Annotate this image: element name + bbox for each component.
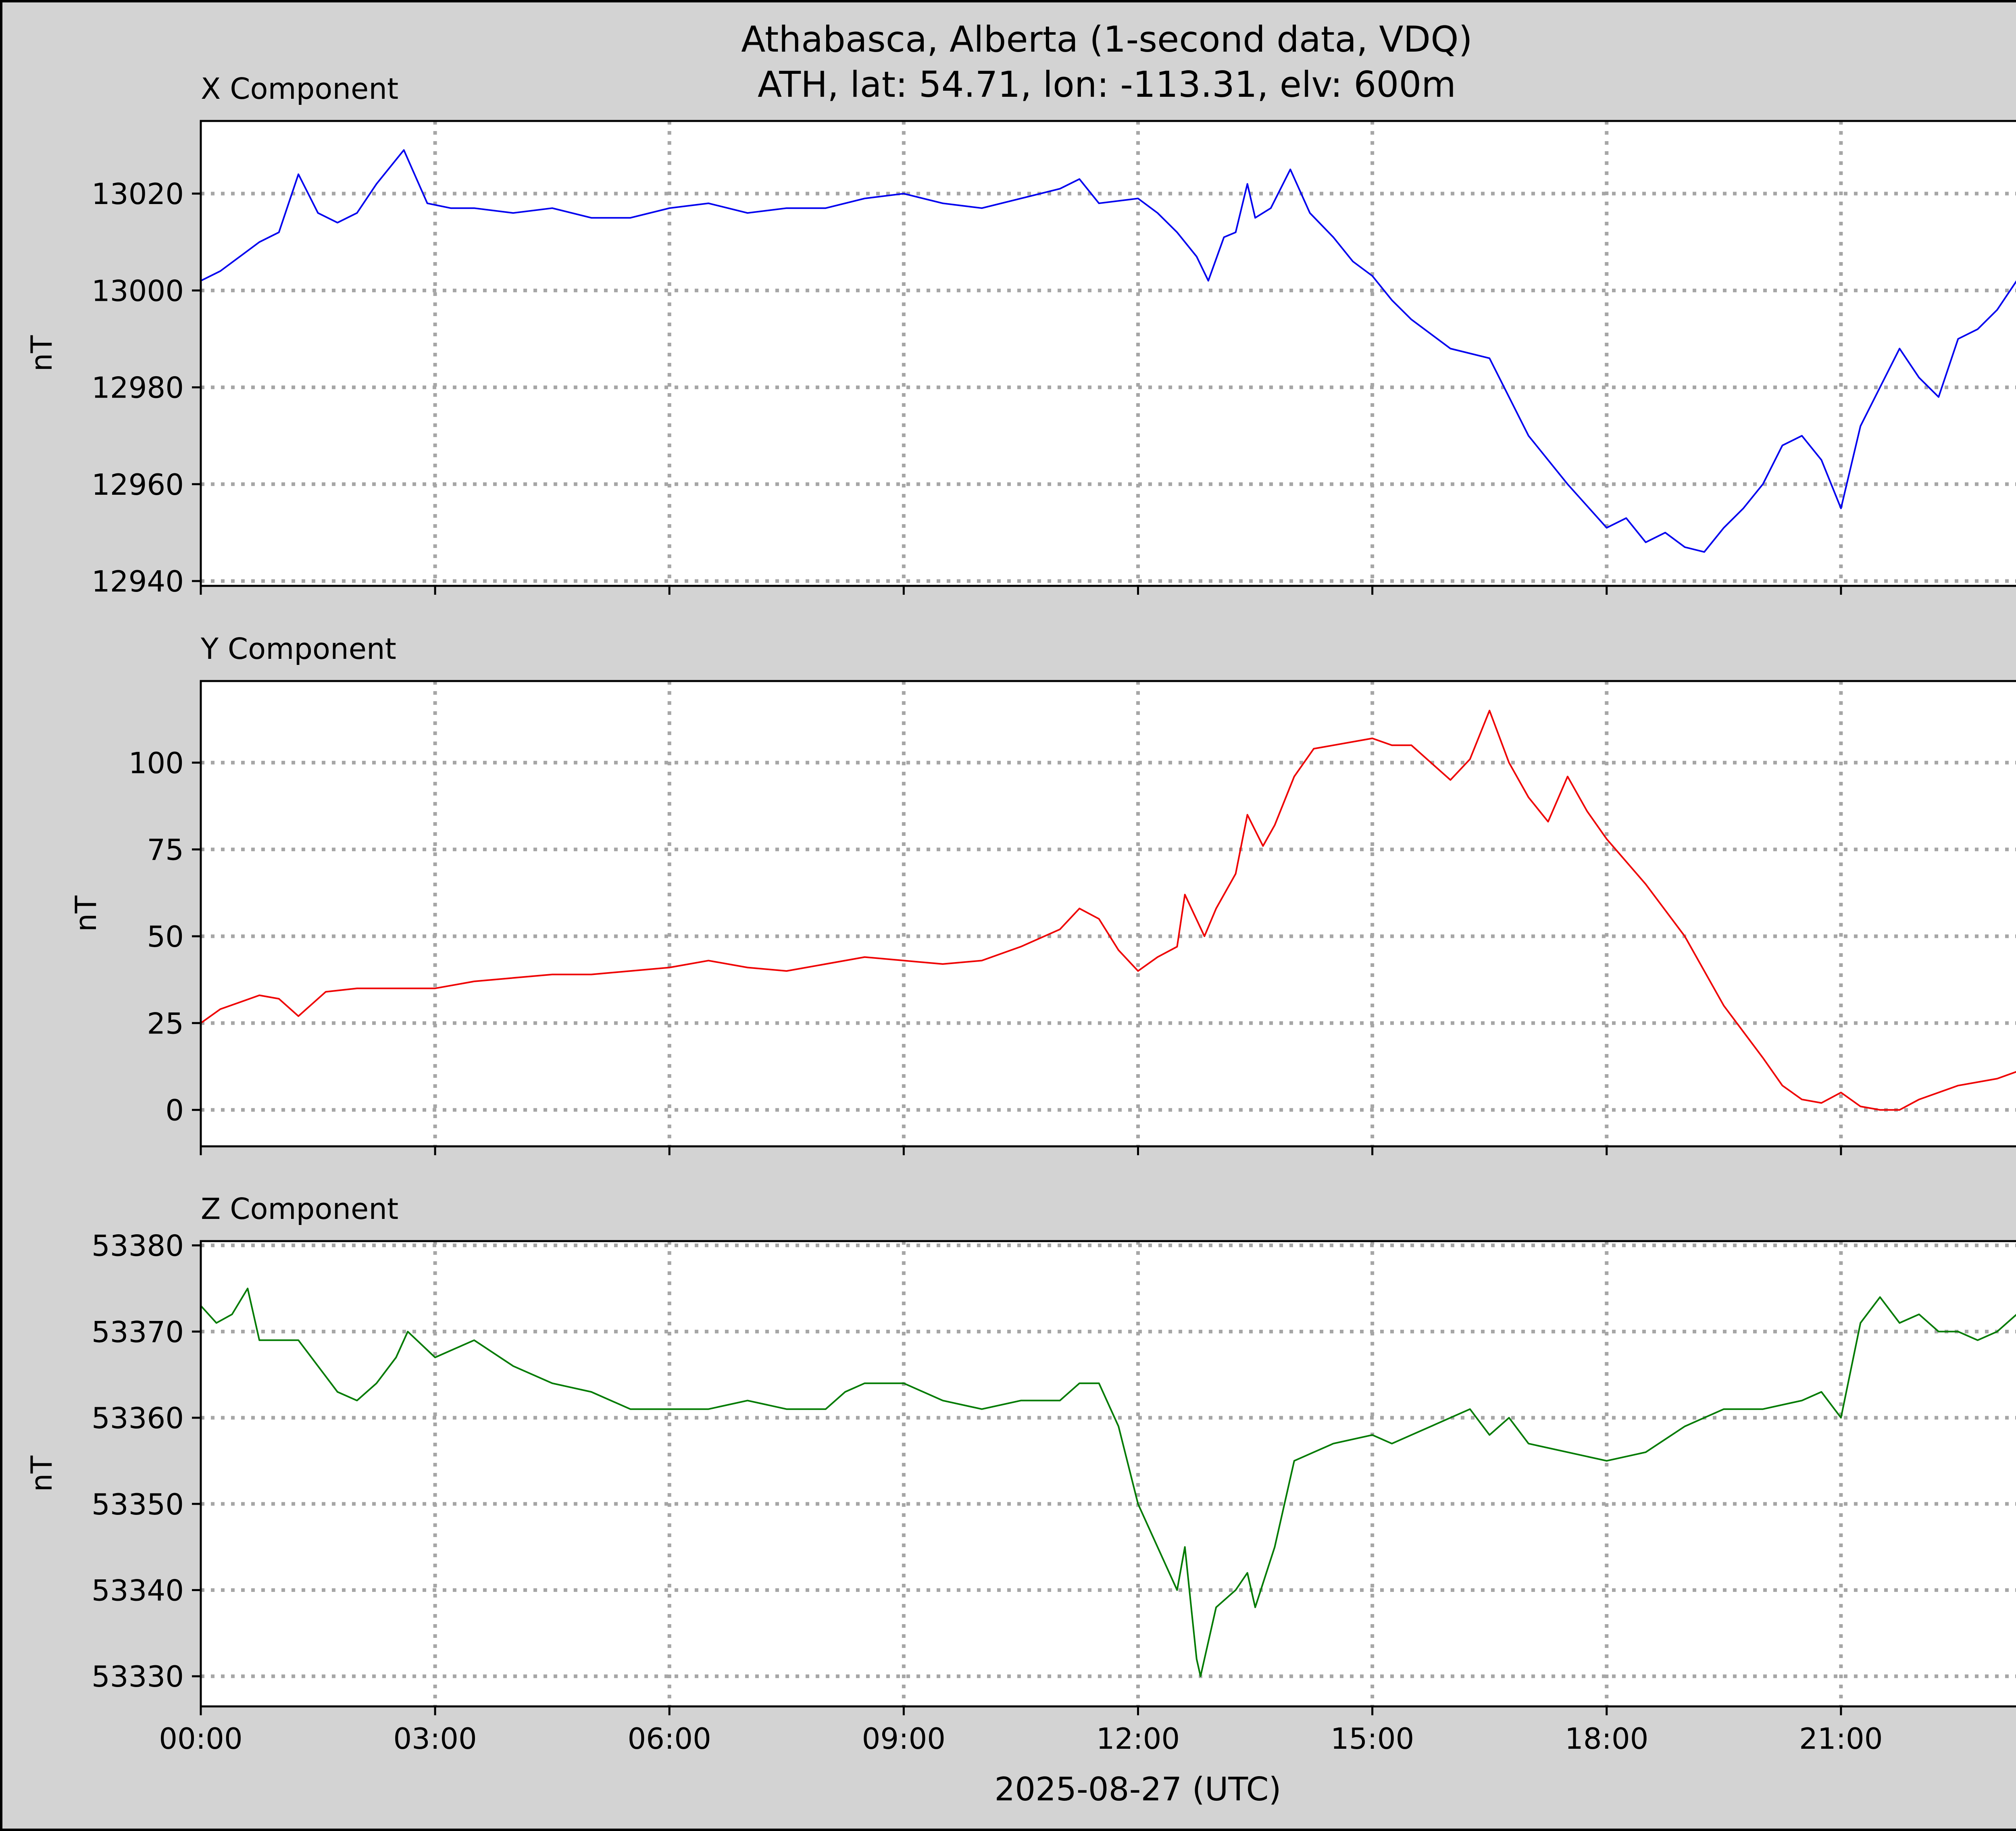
figure-title-line2: ATH, lat: 54.71, lon: -113.31, elv: 600m — [758, 64, 1456, 105]
y-tick-label: 100 — [129, 746, 184, 780]
series-line — [200, 710, 2016, 1111]
x-tick-label: 03:00 — [393, 1722, 477, 1756]
x-tick-label: 12:00 — [1096, 1722, 1180, 1756]
y-tick-label: 25 — [147, 1006, 184, 1040]
x-tick-label: 15:00 — [1331, 1722, 1414, 1756]
y-tick-label: 53370 — [92, 1315, 184, 1349]
plot-area — [200, 680, 2016, 1148]
plot-border — [200, 680, 2016, 1148]
y-tick-label: 50 — [147, 920, 184, 954]
y-tick-label: 53340 — [92, 1574, 184, 1608]
series-line — [200, 149, 2016, 553]
x-axis-label: 2025-08-27 (UTC) — [994, 1771, 1281, 1808]
panel-2: 53330 53340 53350 53360 53370 53380 00:00 03:00… — [25, 1192, 2016, 1756]
panel-1: 0 25 50 75 100 Y Component nT — [69, 632, 2016, 1155]
y-axis-label: nT — [25, 335, 58, 372]
x-tick-label: 09:00 — [862, 1722, 946, 1756]
panel-title: X Component — [201, 72, 398, 106]
y-tick-label: 53330 — [92, 1660, 184, 1694]
y-axis-label: nT — [25, 1455, 58, 1492]
panel-title: Z Component — [201, 1192, 398, 1226]
x-tick-label: 18:00 — [1565, 1722, 1649, 1756]
x-tick-label: 06:00 — [628, 1722, 712, 1756]
y-tick-label: 75 — [147, 833, 184, 867]
panel-0: 12940 12960 12980 13000 13020 X Component nT — [25, 72, 2016, 598]
plot-border — [200, 120, 2016, 587]
panels: 12940 12960 12980 13000 13020 X Component nT 0 2… — [25, 72, 2016, 1756]
y-tick-label: 12980 — [92, 371, 184, 405]
y-tick-label: 13000 — [92, 274, 184, 308]
y-tick-label: 13020 — [92, 177, 184, 211]
y-tick-label: 53350 — [92, 1487, 184, 1521]
series-line — [200, 1287, 2016, 1677]
plot-area — [200, 120, 2016, 587]
y-tick-label: 53360 — [92, 1401, 184, 1435]
y-tick-label: 12940 — [92, 565, 184, 598]
figure-title-line1: Athabasca, Alberta (1-second data, VDQ) — [741, 19, 1472, 60]
y-tick-label: 0 — [165, 1094, 184, 1127]
y-tick-label: 12960 — [92, 468, 184, 502]
x-tick-label: 21:00 — [1799, 1722, 1883, 1756]
plot-border — [200, 1240, 2016, 1708]
x-tick-label: 00:00 — [159, 1722, 243, 1756]
panel-title: Y Component — [200, 632, 396, 666]
y-axis-label: nT — [69, 895, 103, 932]
y-tick-label: 53380 — [92, 1229, 184, 1263]
plot-area — [200, 1240, 2016, 1708]
